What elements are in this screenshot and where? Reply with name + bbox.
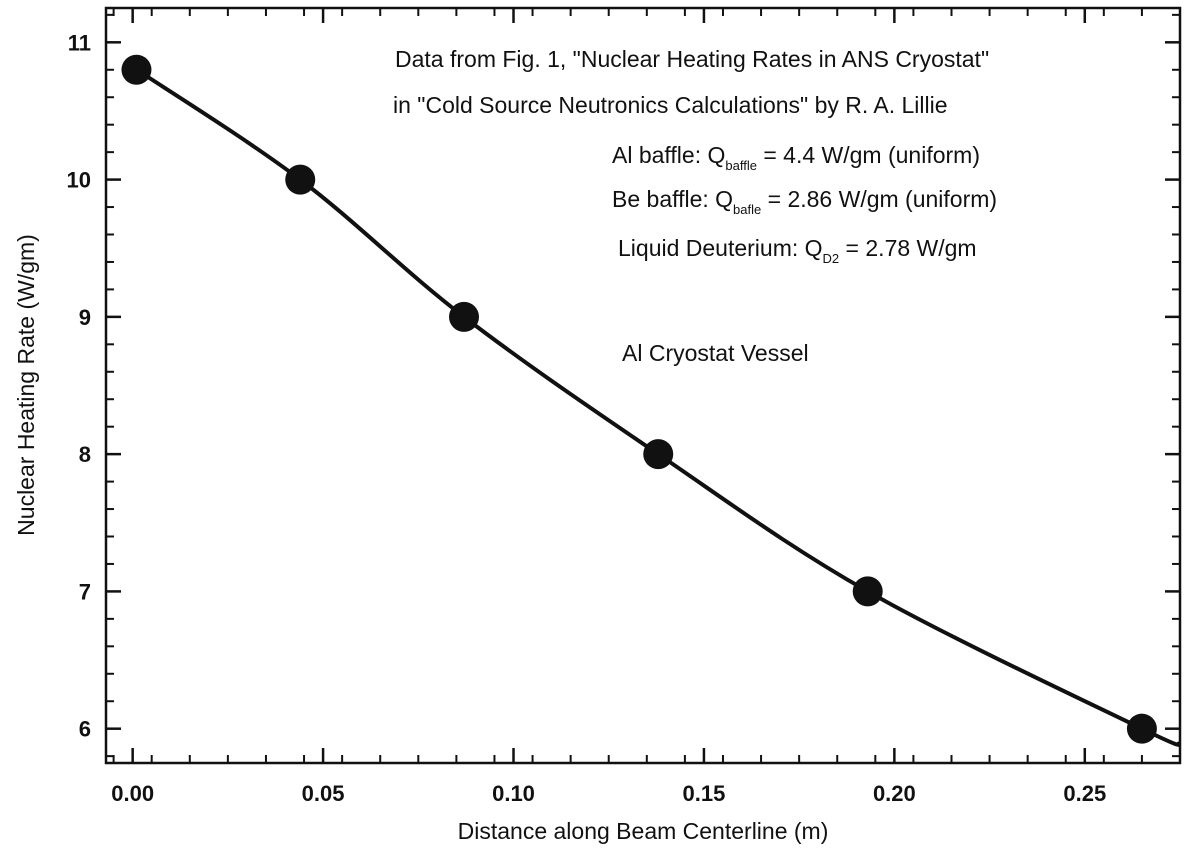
x-tick-label: 0.15 — [683, 781, 726, 806]
annotation-al-baffle: Al baffle: Qbaffle = 4.4 W/gm (uniform) — [612, 142, 980, 173]
y-ticks: 6 7 8 9 10 11 — [67, 13, 1180, 758]
annotation-vessel: Al Cryostat Vessel — [622, 340, 809, 366]
x-tick-label: 0.05 — [302, 781, 345, 806]
data-point — [852, 576, 883, 607]
fit-curve — [131, 65, 1181, 747]
x-tick-label: 0.10 — [492, 781, 535, 806]
y-tick-label: 6 — [79, 717, 91, 742]
d2-subscript: D2 — [823, 251, 840, 266]
y-tick-label: 9 — [79, 305, 91, 330]
data-points — [121, 54, 1157, 744]
y-tick-label: 8 — [79, 442, 91, 467]
x-tick-label: 0.25 — [1063, 781, 1106, 806]
data-point — [1126, 713, 1157, 744]
x-axis-title: Distance along Beam Centerline (m) — [458, 818, 829, 844]
x-ticks: 0.00 0.05 0.10 0.15 0.20 0.25 — [111, 8, 1181, 806]
be-baffle-suffix: = 2.86 W/gm (uniform) — [761, 186, 997, 212]
d2-suffix: = 2.78 W/gm — [839, 235, 976, 261]
y-tick-label: 11 — [68, 30, 91, 55]
data-point — [449, 301, 479, 332]
be-baffle-subscript: bafle — [733, 202, 761, 217]
al-baffle-prefix: Al baffle: Q — [612, 142, 725, 168]
be-baffle-prefix: Be baffle: Q — [612, 186, 733, 212]
data-point — [121, 54, 152, 85]
annotation-be-baffle: Be baffle: Qbafle = 2.86 W/gm (uniform) — [612, 186, 997, 217]
annotation-liquid-deuterium: Liquid Deuterium: QD2 = 2.78 W/gm — [618, 235, 977, 266]
y-axis-title: Nuclear Heating Rate (W/gm) — [13, 234, 39, 536]
plot-frame — [104, 6, 1182, 765]
annotation-source-line-1: Data from Fig. 1, "Nuclear Heating Rates… — [395, 46, 989, 72]
al-baffle-subscript: baffle — [725, 158, 757, 173]
data-point — [285, 164, 316, 195]
al-baffle-suffix: = 4.4 W/gm (uniform) — [757, 142, 980, 168]
annotation-source-line-2: in "Cold Source Neutronics Calculations"… — [393, 92, 948, 118]
d2-prefix: Liquid Deuterium: Q — [618, 235, 823, 261]
x-tick-label: 0.00 — [111, 781, 154, 806]
y-tick-label: 10 — [67, 168, 91, 193]
data-point — [643, 439, 674, 470]
x-tick-label: 0.20 — [873, 781, 916, 806]
y-tick-label: 7 — [79, 579, 91, 604]
